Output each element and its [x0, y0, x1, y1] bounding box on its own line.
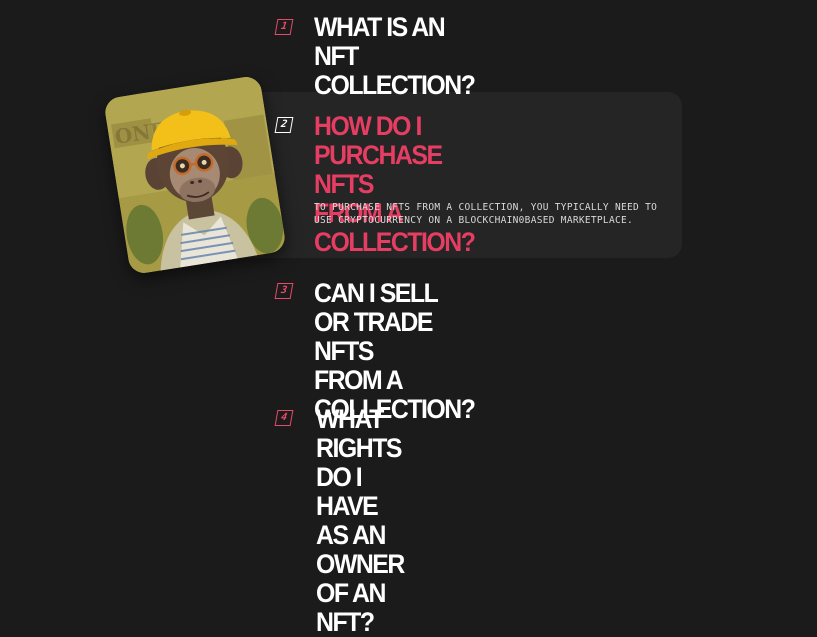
faq-number-4: 4 [274, 410, 294, 426]
faq-question-1[interactable]: WHAT IS AN NFT COLLECTION? [314, 12, 476, 100]
nft-ape-avatar: ONE [103, 74, 287, 276]
faq-answer-2: TO PURCHASE NFTS FROM A COLLECTION, YOU … [314, 202, 658, 226]
faq-question-4[interactable]: WHAT RIGHTS DO I HAVE AS AN OWNER OF AN … [316, 404, 405, 637]
faq-question-2[interactable]: HOW DO I PURCHASE NFTS FROM A COLLECTION… [314, 111, 476, 257]
faq-number-3: 3 [274, 283, 294, 299]
faq-question-3[interactable]: CAN I SELL OR TRADE NFTS FROM A COLLECTI… [314, 278, 476, 424]
faq-number-2: 2 [274, 117, 294, 133]
faq-number-1: 1 [274, 19, 294, 35]
